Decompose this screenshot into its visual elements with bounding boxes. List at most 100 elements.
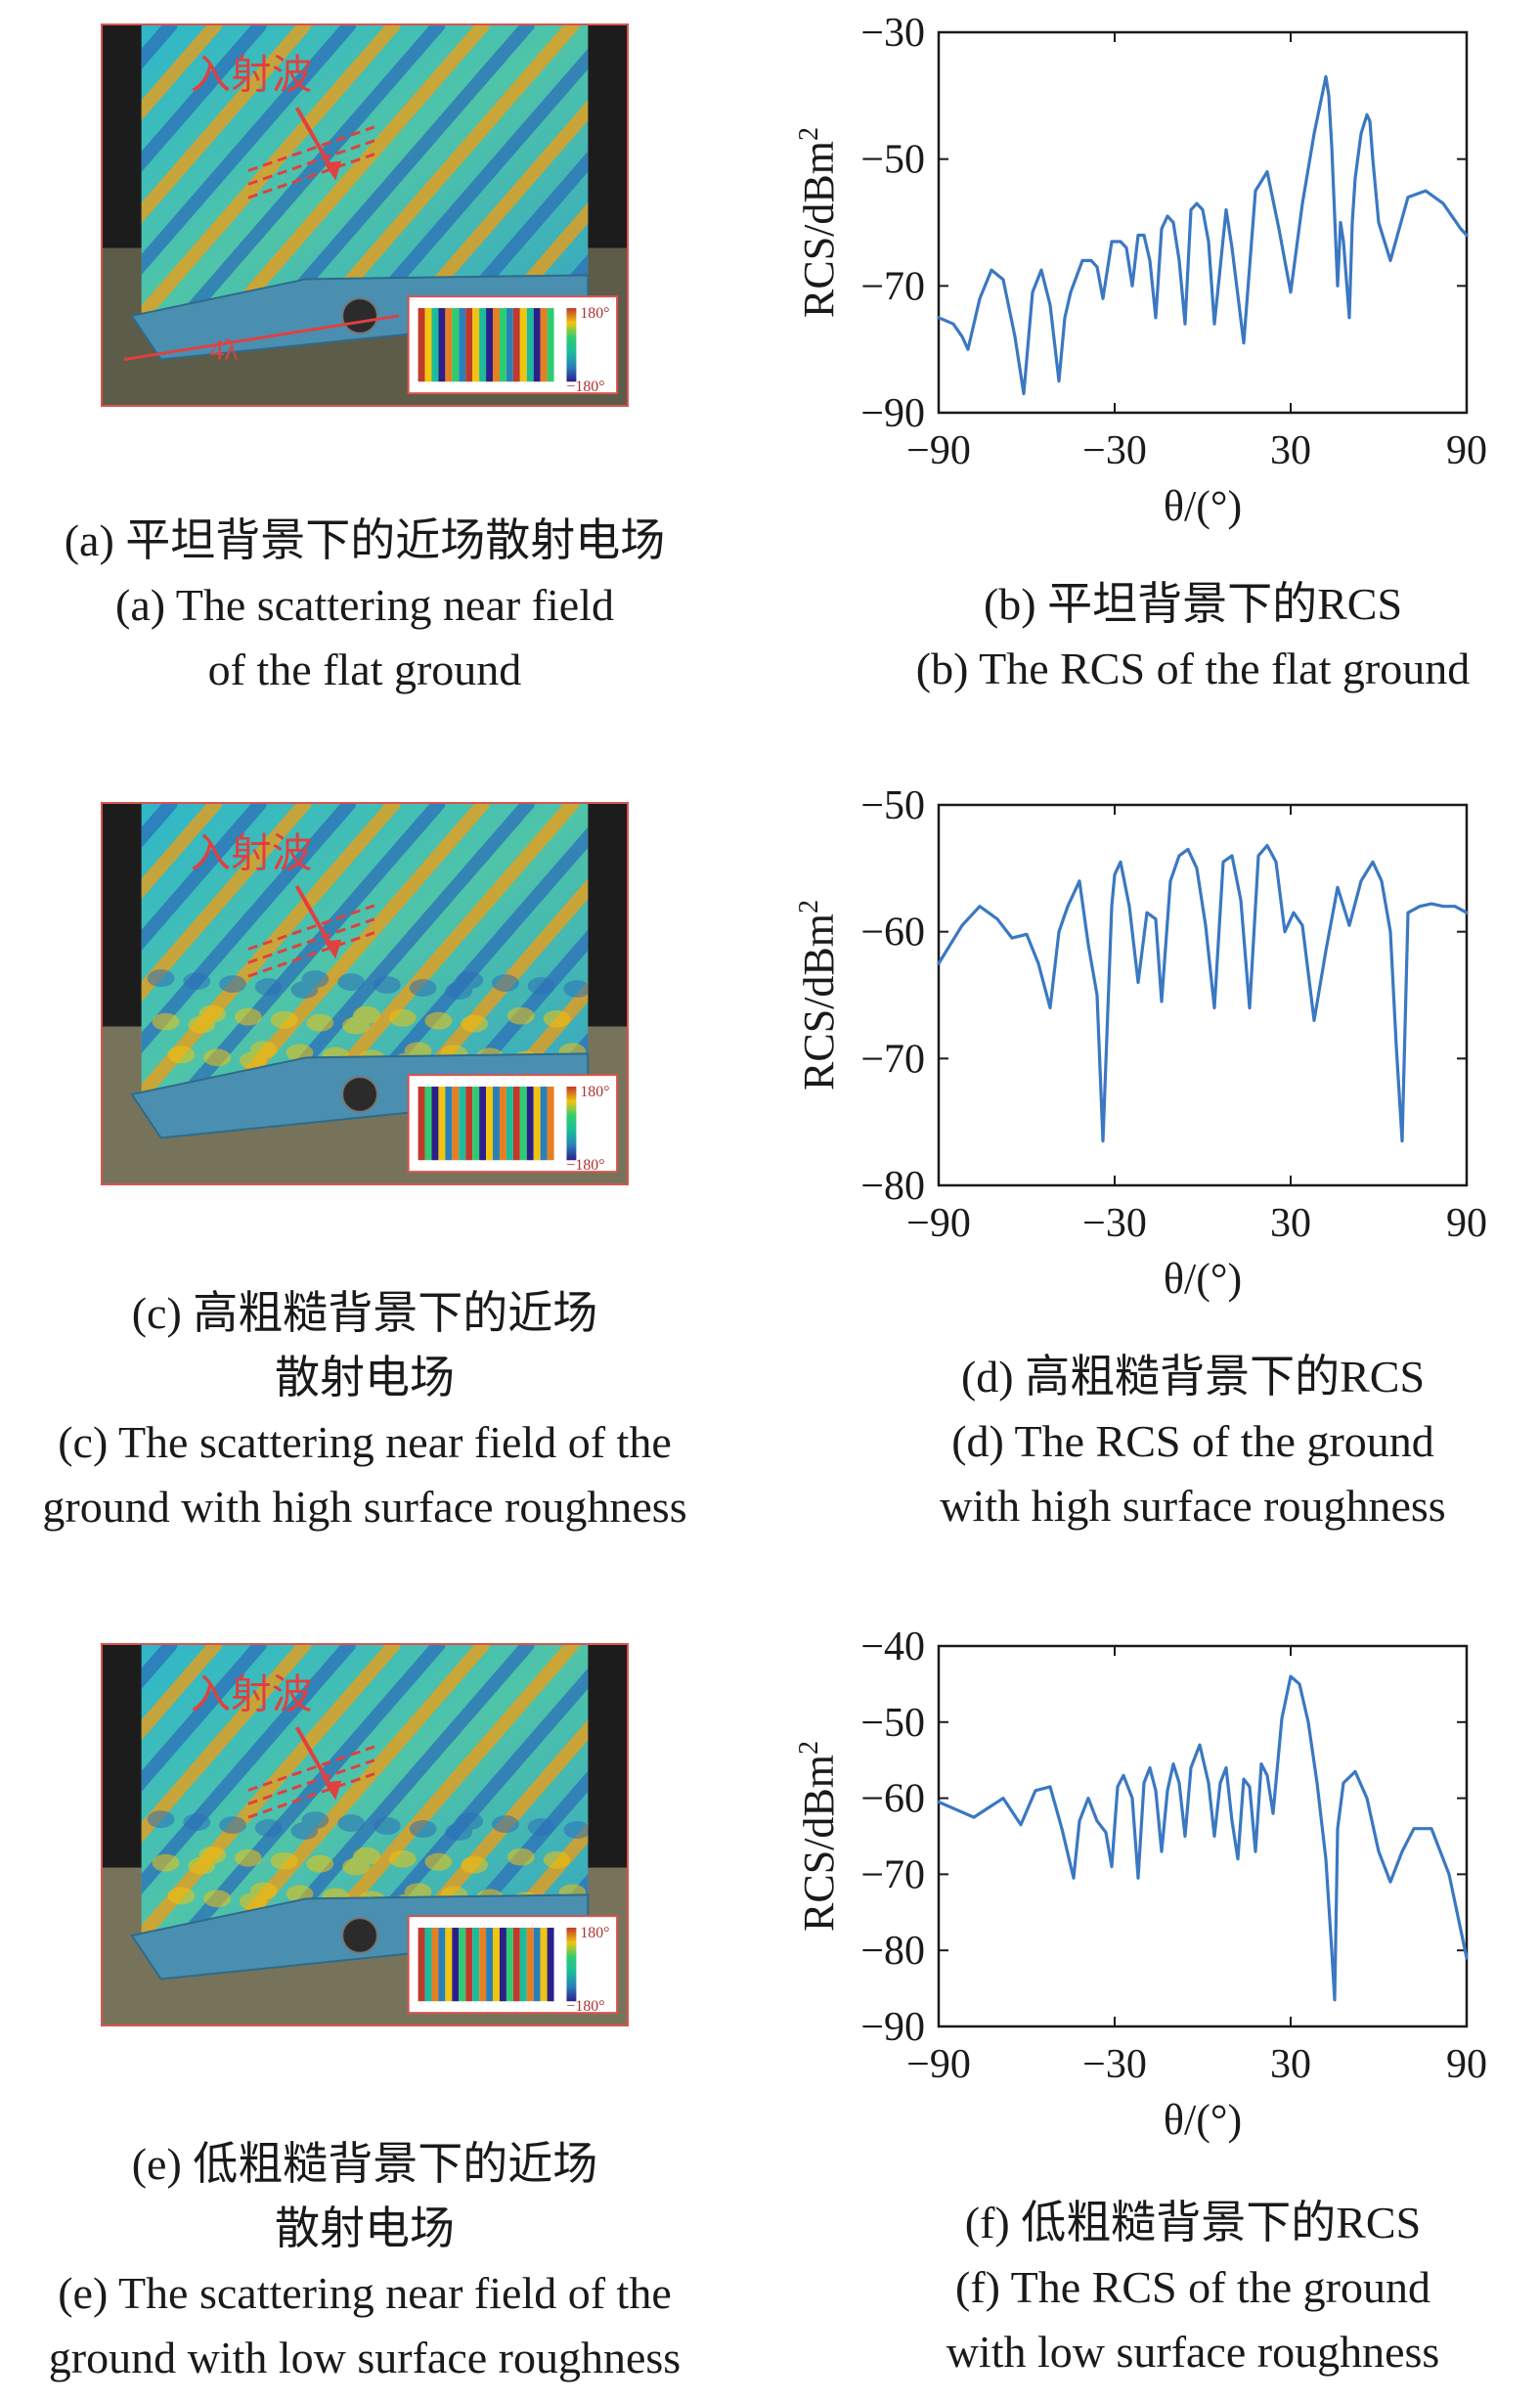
- phase-strip: [533, 308, 541, 382]
- phase-strip: [479, 308, 487, 382]
- phase-strip: [472, 1928, 480, 2002]
- phase-strip: [459, 1087, 466, 1161]
- phase-strip: [438, 1087, 446, 1161]
- x-tick-label: 90: [1446, 428, 1487, 473]
- phase-strip: [533, 1087, 541, 1161]
- left-wall: [103, 1645, 142, 1868]
- phase-strip: [452, 308, 460, 382]
- scatter-blob: [203, 1048, 232, 1067]
- y-tick-label: −90: [860, 2005, 925, 2050]
- phase-strip: [418, 308, 425, 382]
- phase-strip: [438, 1928, 446, 2002]
- phase-strip: [465, 308, 473, 382]
- wave-stripe: [268, 25, 535, 316]
- phase-strip: [431, 1928, 439, 2002]
- x-tick-label: −90: [906, 1201, 971, 1246]
- y-tick-label: −50: [860, 783, 925, 828]
- rcs-chart-d-svg: −90 −30 30 90 −50 −60 −70 −80 θ/(°) RCS/dBm2: [794, 783, 1487, 1303]
- wavefront-dash: [247, 125, 375, 172]
- scatter-blob: [461, 1855, 489, 1874]
- wave-stripe: [179, 25, 446, 316]
- scatter-blob: [409, 979, 437, 997]
- scatter-blob: [270, 1851, 298, 1870]
- rcs-chart-f-svg: −90 −30 30 90 −40 −50 −60 −70 −80 −90 θ/(°) RCS/dBm…: [794, 1624, 1487, 2144]
- caption-e-cn-2: 散射电场: [275, 2203, 455, 2253]
- scatter-blob: [152, 1012, 180, 1031]
- wavefront-dash: [247, 1745, 375, 1792]
- wavefront-dash: [247, 917, 375, 964]
- y-tick-label: −90: [860, 391, 925, 436]
- y-tick-label: −60: [860, 911, 925, 956]
- scatter-blob: [167, 1887, 196, 1905]
- scatter-blob: [306, 1013, 334, 1032]
- rcs-chart-d: −90 −30 30 90 −50 −60 −70 −80 θ/(°) RCS/dBm2: [724, 773, 1525, 1320]
- phase-strip: [424, 308, 432, 382]
- scatter-blob: [409, 1820, 437, 1838]
- sphere-target: [341, 1076, 378, 1113]
- scatter-blob: [506, 1006, 535, 1025]
- wave-stripe: [141, 1645, 267, 1792]
- scatter-blob: [543, 1009, 571, 1028]
- scatter-blob: [373, 976, 401, 994]
- caption-d: (d) 高粗糙背景下的RCS (d) The RCS of the ground…: [851, 1345, 1535, 1538]
- scatter-blob: [306, 1854, 334, 1873]
- phase-strip: [512, 308, 520, 382]
- wave-stripe: [141, 25, 401, 316]
- rcs-series-line: [937, 74, 1469, 396]
- phase-strip: [540, 1928, 548, 2002]
- phase-strip: [499, 308, 506, 382]
- caption-b-en: (b) The RCS of the flat ground: [915, 644, 1471, 693]
- colorbar-max-label: 180°: [580, 1925, 609, 1941]
- caption-e: (e) 低粗糙背景下的近场 散射电场 (e) The scattering ne…: [0, 2132, 729, 2390]
- caption-f-en-2: with low surface roughness: [946, 2327, 1440, 2377]
- phase-strip: [472, 1087, 480, 1161]
- y-tick-label: −50: [860, 1701, 925, 1746]
- caption-a-cn: (a) 平坦背景下的近场散射电场: [64, 515, 666, 565]
- y-tick-label: −50: [860, 138, 925, 183]
- phase-strip: [459, 1928, 466, 2002]
- caption-c-en-2: ground with high surface roughness: [42, 1482, 687, 1532]
- scatter-blob: [388, 1008, 417, 1027]
- x-tick-label: −30: [1082, 2042, 1147, 2087]
- wave-stripe: [313, 25, 580, 316]
- rcs-chart-b-svg: −90 −30 30 90 −30 −50 −70 −90 θ/(°) RCS/dBm2: [794, 11, 1487, 530]
- wavefront-dash: [247, 931, 375, 978]
- caption-c: (c) 高粗糙背景下的近场 散射电场 (c) The scattering ne…: [0, 1281, 729, 1539]
- wave-fronts: [141, 804, 589, 1094]
- left-wall: [103, 804, 142, 1027]
- wave-stripe: [536, 1032, 589, 1094]
- phase-strip: [431, 1087, 439, 1161]
- wave-stripe: [141, 804, 267, 951]
- caption-c-cn-2: 散射电场: [275, 1353, 455, 1402]
- sphere-target: [341, 1917, 378, 1954]
- phase-strip: [519, 1087, 527, 1161]
- phase-strip: [547, 1928, 554, 2002]
- phase-strip: [540, 1087, 548, 1161]
- incident-wave-label: 入射波: [190, 50, 312, 98]
- scatter-blob: [290, 1822, 319, 1840]
- scatter-blob: [147, 969, 175, 988]
- wavefront-dash: [247, 153, 375, 200]
- y-tick-label: −60: [860, 1777, 925, 1822]
- phase-strip: [424, 1087, 432, 1161]
- phase-strip: [519, 308, 527, 382]
- caption-d-en-2: with high surface roughness: [940, 1481, 1446, 1531]
- phase-strip: [486, 1087, 494, 1161]
- phase-strip: [479, 1928, 487, 2002]
- phase-strip: [540, 308, 548, 382]
- caption-e-en-1: (e) The scattering near field of the: [58, 2268, 672, 2318]
- wavefront-dash: [247, 139, 375, 186]
- phase-strip: [459, 308, 466, 382]
- scatter-blob: [342, 1857, 370, 1876]
- caption-f: (f) 低粗糙背景下的RCS (f) The RCS of the ground…: [851, 2191, 1535, 2384]
- wave-stripe: [402, 100, 589, 316]
- rcs-series-line: [937, 843, 1469, 1143]
- phase-strip: [424, 1928, 432, 2002]
- y-tick-label: −30: [860, 11, 925, 56]
- phase-strip: [438, 308, 446, 382]
- phase-strip: [512, 1087, 520, 1161]
- scatter-blob: [167, 1046, 196, 1064]
- rcs-chart-f: −90 −30 30 90 −40 −50 −60 −70 −80 −90 θ/(°) RCS/dBm…: [724, 1614, 1525, 2161]
- colorbar: [566, 1928, 577, 2002]
- wave-stripe: [536, 1873, 589, 1936]
